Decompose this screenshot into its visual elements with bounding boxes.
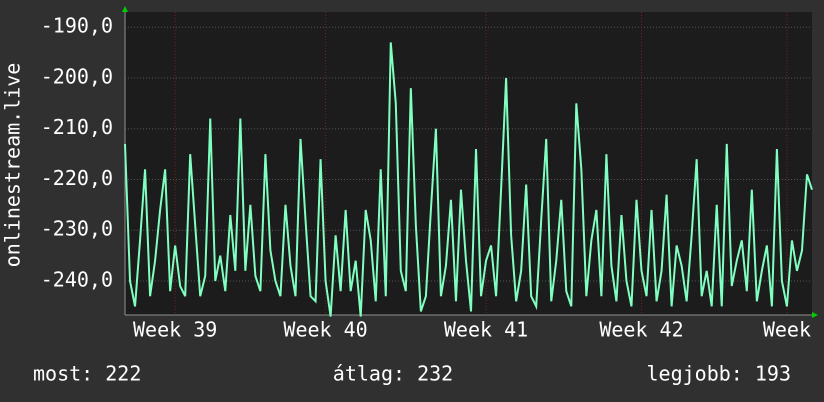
y-tick-label: -200,0	[41, 64, 113, 88]
axis-arrow	[122, 6, 128, 12]
x-tick-label: Week 41	[444, 318, 528, 342]
y-tick-label: -210,0	[41, 115, 113, 139]
y-axis-title: onlinestream.live	[1, 63, 25, 268]
x-tick-label: Week 42	[599, 318, 683, 342]
footer-stat: legjobb: 193	[647, 362, 792, 386]
y-tick-label: -190,0	[41, 14, 113, 38]
footer-stat: átlag: 232	[333, 362, 453, 386]
y-tick-label: -230,0	[41, 217, 113, 241]
x-tick-label: Week	[763, 318, 811, 342]
axis-arrow	[812, 312, 818, 318]
y-tick-label: -240,0	[41, 267, 113, 291]
data-line	[124, 42, 813, 317]
y-tick-label: -220,0	[41, 166, 113, 190]
plot-area	[125, 12, 812, 315]
footer-stat: most: 222	[33, 362, 141, 386]
x-tick-label: Week 39	[133, 318, 217, 342]
x-tick-label: Week 40	[283, 318, 367, 342]
